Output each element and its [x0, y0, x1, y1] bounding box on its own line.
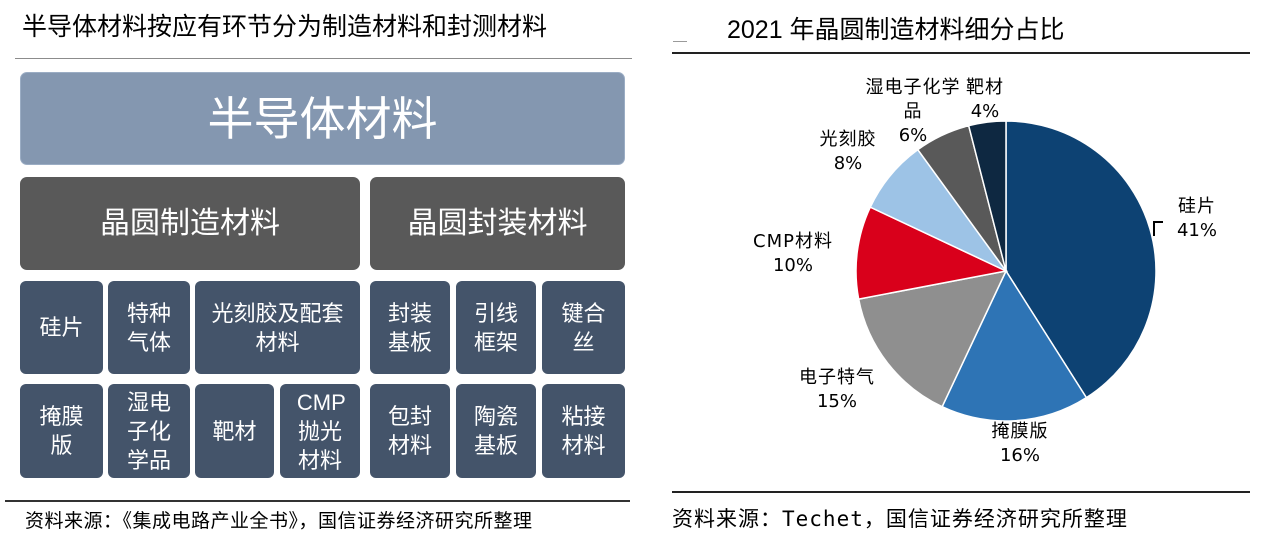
leaf-label: 键合丝 [561, 300, 606, 355]
leaf-label: 粘接材料 [561, 404, 606, 458]
branch-label: 晶圆制造材料 [100, 206, 280, 240]
diagram-leaf-sputtering-target: 靶材 [195, 384, 274, 478]
leaf-label: 封装基板 [387, 300, 432, 355]
diagram-leaf-wet-chemicals: 湿电子化学品 [108, 384, 190, 478]
diagram-leaf-adhesive: 粘接材料 [542, 384, 625, 478]
diagram-leaf-ceramic-substrate: 陶瓷基板 [456, 384, 536, 478]
footer-divider-right [672, 491, 1250, 493]
pie-label-category: 靶材 [966, 77, 1004, 98]
diagram-root-node: 半导体材料 [20, 72, 625, 165]
pie-label-sputtering-target: 靶材 4% [925, 76, 1045, 124]
leaf-label: 引线框架 [473, 300, 518, 355]
diagram-root-label: 半导体材料 [207, 92, 438, 145]
leader-line-silicon-wafer [1153, 221, 1163, 236]
diagram-leaf-package-substrate: 封装基板 [370, 281, 450, 374]
leaf-label: 陶瓷基板 [473, 404, 518, 458]
leaf-label: 特种气体 [126, 300, 171, 355]
diagram-leaf-lead-frame: 引线框架 [456, 281, 536, 374]
leaf-label: 靶材 [212, 418, 257, 444]
leaf-label: CMP抛光材料 [296, 389, 346, 473]
title-divider-right [672, 52, 1250, 54]
title-marker [673, 41, 687, 42]
diagram-leaf-photoresist: 光刻胶及配套材料 [195, 281, 360, 374]
pie-slice-photomask [941, 269, 1088, 422]
pie-slice-specialty-gas [857, 269, 1008, 408]
leaf-label: 包封材料 [387, 404, 432, 458]
chart-title: 2021 年晶圆制造材料细分占比 [727, 16, 1065, 44]
diagram-leaf-silicon-wafer: 硅片 [20, 281, 103, 374]
title-divider-left [15, 58, 632, 59]
diagram-leaf-cmp-material: CMP抛光材料 [280, 384, 360, 478]
footer-divider-left [5, 500, 630, 502]
pie-slice-sputtering-target [967, 120, 1007, 272]
pie-label-category: 湿电子化学 品 [865, 77, 961, 122]
branch-label: 晶圆封装材料 [407, 206, 588, 240]
chart-source-note: 资料来源：Techet，国信证券经济研究所整理 [672, 507, 1128, 531]
pie-slice-cmp-material [855, 206, 1009, 300]
leaf-label: 光刻胶及配套材料 [211, 300, 344, 355]
diagram-branch-wafer-manufacturing: 晶圆制造材料 [20, 177, 360, 270]
diagram-leaf-specialty-gas: 特种气体 [108, 281, 190, 374]
pie-chart [855, 120, 1157, 422]
pie-label-percentage: 16% [999, 445, 1040, 466]
leaf-label: 湿电子化学品 [126, 389, 171, 473]
diagram-title: 半导体材料按应有环节分为制造材料和封测材料 [22, 13, 548, 41]
pie-slice-silicon-wafer [1005, 120, 1157, 399]
pie-label-photomask: 掩膜版 16% [960, 420, 1080, 468]
leaf-label: 硅片 [39, 315, 84, 340]
leaf-label: 掩膜版 [39, 404, 84, 458]
diagram-branch-wafer-packaging: 晶圆封装材料 [370, 177, 625, 270]
diagram-source-note: 资料来源：《集成电路产业全书》，国信证券经济研究所整理 [25, 511, 533, 532]
diagram-leaf-bonding-wire: 键合丝 [542, 281, 625, 374]
pie-label-percentage: 10% [772, 255, 813, 276]
diagram-leaf-photomask: 掩膜版 [20, 384, 103, 478]
pie-label-category: 掩膜版 [991, 421, 1049, 442]
diagram-leaf-encapsulation: 包封材料 [370, 384, 450, 478]
pie-label-category: CMP材料 [753, 231, 833, 252]
pie-label-cmp-material: CMP材料 10% [733, 230, 853, 278]
